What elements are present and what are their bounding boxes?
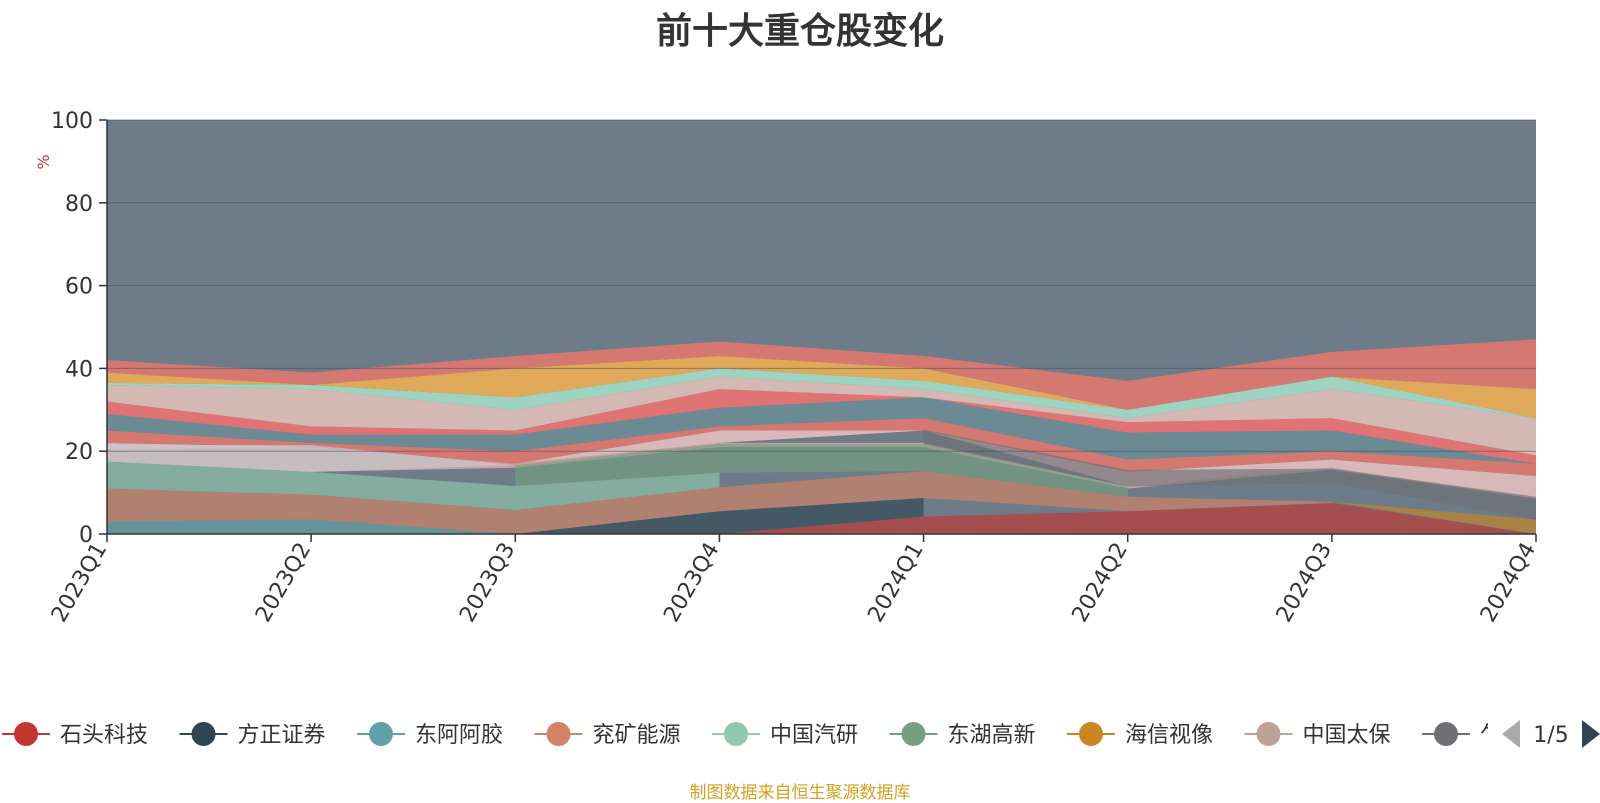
legend-label: 石头科技 xyxy=(60,723,148,748)
legend-item-5[interactable]: 东湖高新 xyxy=(889,722,1036,748)
legend-item-4[interactable]: 中国汽研 xyxy=(712,722,858,748)
legend-marker xyxy=(901,722,926,746)
x-tick-label-6: 2024Q3 xyxy=(1272,539,1337,627)
x-tick-label-5: 2024Q2 xyxy=(1068,539,1133,627)
area-band-5 xyxy=(107,376,1536,456)
area-band-6 xyxy=(107,368,1536,419)
chart-title: 前十大重仓股变化 xyxy=(655,11,944,52)
legend-label: 中国汽研 xyxy=(770,723,858,748)
area-series-3 xyxy=(107,471,1332,534)
legend-label: 东湖高新 xyxy=(948,723,1036,748)
areas-group xyxy=(107,120,1536,534)
y-axis-label: % xyxy=(34,154,53,169)
legend-item-7[interactable]: 中国太保 xyxy=(1244,722,1391,748)
legend: 石头科技 方正证券 东阿阿胶 兖矿能源 中国汽研 东湖高新 海信视像 中国太保 乍 1/5 xyxy=(2,720,1600,748)
x-tick-label-4: 2024Q1 xyxy=(863,539,928,627)
legend-label: 方正证券 xyxy=(238,723,326,748)
legend-next-arrow-icon[interactable] xyxy=(1582,720,1600,748)
legend-item-0[interactable]: 石头科技 xyxy=(2,722,148,748)
legend-marker xyxy=(369,722,393,746)
legend-marker xyxy=(191,722,216,746)
legend-prev-arrow-icon[interactable] xyxy=(1502,720,1520,748)
x-tick-label-2: 2023Q3 xyxy=(455,539,520,627)
legend-item-2[interactable]: 东阿阿胶 xyxy=(357,722,503,748)
y-tick-label-4: 80 xyxy=(65,192,93,217)
x-tick-label-7: 2024Q4 xyxy=(1476,539,1541,627)
legend-label: 兖矿能源 xyxy=(593,723,681,748)
legend-item-6[interactable]: 海信视像 xyxy=(1067,722,1213,748)
area-band-4 xyxy=(107,389,1536,464)
x-tick-label-0: 2023Q1 xyxy=(47,539,112,627)
legend-marker xyxy=(1079,722,1103,746)
y-tick-label-5: 100 xyxy=(51,109,93,134)
legend-marker xyxy=(1256,722,1281,746)
area-band-3 xyxy=(107,397,1536,464)
y-tick-label-1: 20 xyxy=(65,440,93,465)
area-series-5 xyxy=(515,443,1128,497)
legend-page-indicator: 1/5 xyxy=(1533,723,1568,748)
legend-marker xyxy=(14,722,38,746)
area-series-8 xyxy=(923,429,1536,520)
source-note: 制图数据来自恒生聚源数据库 xyxy=(689,783,911,803)
area-band-8 xyxy=(107,339,1536,410)
x-tick-label-1: 2023Q2 xyxy=(251,539,316,627)
x-tick-label-3: 2023Q4 xyxy=(659,539,724,627)
legend-label: 海信视像 xyxy=(1125,723,1213,748)
area-series-2 xyxy=(107,519,516,534)
grid-group xyxy=(107,119,1536,452)
legend-marker xyxy=(546,722,571,746)
legend-item-partial[interactable]: 乍 xyxy=(1422,722,1502,748)
legend-label: 东阿阿胶 xyxy=(415,723,503,748)
area-series-1 xyxy=(515,497,924,534)
area-series-4 xyxy=(107,461,720,510)
area-band-2 xyxy=(107,418,1536,477)
y-tick-label-0: 0 xyxy=(79,523,93,548)
legend-marker xyxy=(724,722,748,746)
y-tick-label-3: 60 xyxy=(65,275,93,300)
area-series-6 xyxy=(1331,501,1536,534)
legend-item-1[interactable]: 方正证券 xyxy=(179,722,326,748)
legend-label: 中国太保 xyxy=(1303,723,1391,748)
legend-item-3[interactable]: 兖矿能源 xyxy=(534,722,681,748)
area-series-0 xyxy=(719,502,1536,534)
legend-marker xyxy=(1434,722,1458,746)
y-tick-label-2: 40 xyxy=(65,357,93,382)
legend-label-partial: 乍 xyxy=(1480,723,1502,748)
